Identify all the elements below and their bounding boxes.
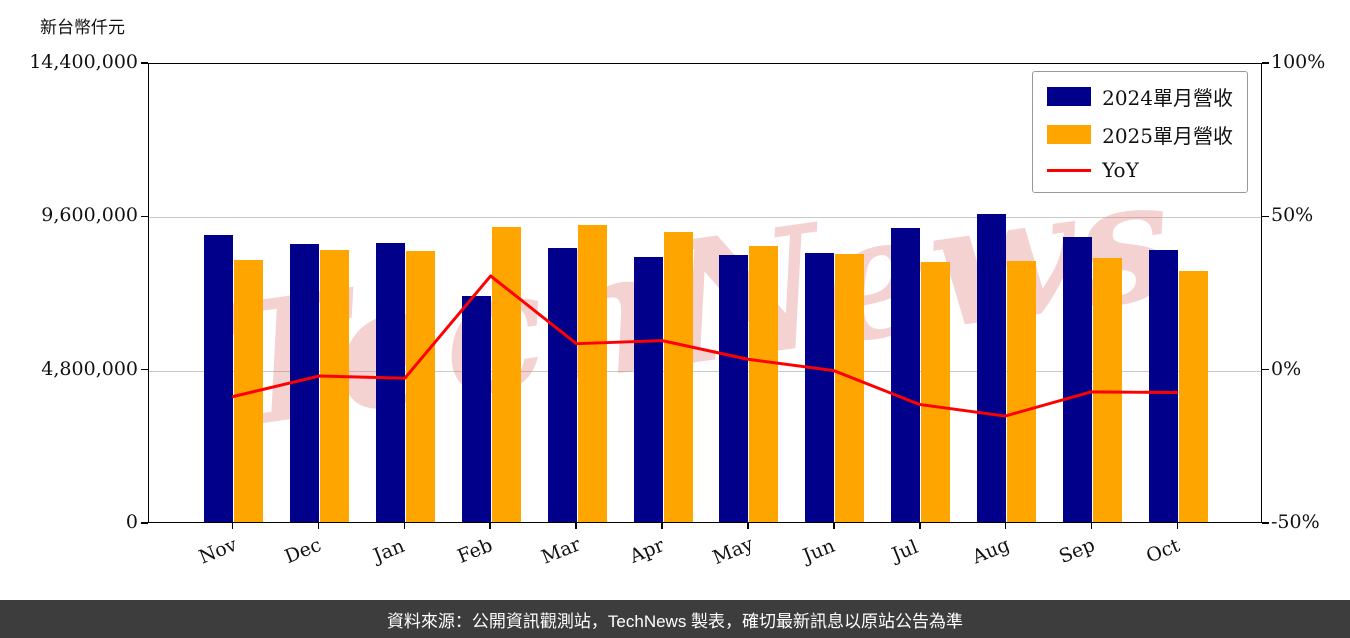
- x-tick-mark: [661, 523, 663, 529]
- legend-item-2025: 2025單月營收: [1047, 120, 1233, 149]
- left-axis-title: 新台幣仟元: [40, 18, 125, 38]
- x-tick-mark: [575, 523, 577, 529]
- bar-2024單月營收: [1063, 237, 1093, 522]
- x-axis-label: Mar: [538, 533, 584, 569]
- yoy-line-layer: [231, 274, 1179, 418]
- y-tick-mark-left: [141, 215, 148, 218]
- x-axis-label: May: [709, 533, 757, 569]
- bar-2025單月營收: [319, 250, 349, 522]
- bar-2024單月營收: [805, 253, 835, 522]
- x-tick-mark: [747, 523, 749, 529]
- bar-2025單月營收: [1093, 258, 1123, 522]
- gridline: [149, 217, 1261, 219]
- y-tick-mark-left: [141, 368, 148, 371]
- y-tick-mark-left: [141, 522, 148, 524]
- bar-2024單月營收: [719, 254, 749, 522]
- footer: 資料來源：公開資訊觀測站，TechNews 製表，確切最新訊息以原站公告為準: [0, 600, 1350, 638]
- x-tick-mark: [231, 523, 234, 529]
- x-axis-label: Aug: [968, 533, 1013, 569]
- x-tick-mark: [403, 523, 406, 529]
- bar-2025單月營收: [663, 231, 693, 522]
- bar-2025單月營收: [491, 227, 521, 522]
- bar-2025單月營收: [405, 251, 435, 522]
- bar-2025單月營收: [921, 261, 951, 522]
- y-tick-mark-right: [1262, 522, 1269, 524]
- legend-item-2024: 2024單月營收: [1047, 82, 1233, 111]
- legend-label-2025: 2025單月營收: [1102, 124, 1233, 148]
- plot-area: TechNews 2024單月營收 2025單月營收 YoY: [148, 63, 1262, 523]
- x-axis-label: Jun: [799, 534, 838, 568]
- bar-2024單月營收: [461, 296, 491, 522]
- x-tick-mark: [317, 523, 320, 529]
- bar-2025單月營收: [1179, 270, 1208, 522]
- x-tick-mark: [489, 523, 491, 529]
- x-axis-label: Jan: [370, 534, 408, 568]
- bar-2024單月營收: [204, 235, 233, 522]
- x-tick-mark: [1090, 523, 1093, 529]
- x-axis-label: Jul: [888, 535, 921, 567]
- y-axis-tick-right: 0%: [1271, 357, 1302, 380]
- bar-2024單月營收: [1149, 250, 1178, 522]
- x-axis-label: Dec: [282, 533, 325, 569]
- legend: 2024單月營收 2025單月營收 YoY: [1032, 71, 1248, 193]
- bar-2024單月營收: [547, 247, 577, 522]
- y-axis-tick-right: 100%: [1271, 51, 1326, 73]
- legend-item-yoy: YoY: [1047, 158, 1233, 182]
- legend-swatch-2024: [1047, 87, 1092, 106]
- x-axis-label: Apr: [626, 534, 668, 568]
- yoy-line: [231, 274, 1179, 418]
- bar-2024單月營收: [891, 228, 921, 522]
- y-axis-tick-left: 4,800,000: [41, 357, 138, 380]
- legend-line-yoy: [1047, 168, 1092, 172]
- bar-2024單月營收: [977, 213, 1007, 522]
- x-tick-mark: [1004, 523, 1007, 529]
- y-tick-mark-right: [1262, 215, 1269, 218]
- legend-swatch-2025: [1047, 125, 1092, 144]
- x-tick-mark: [833, 523, 835, 529]
- y-tick-mark-left: [141, 62, 148, 64]
- y-tick-mark-right: [1262, 368, 1269, 371]
- footer-text: 資料來源：公開資訊觀測站，TechNews 製表，確切最新訊息以原站公告為準: [386, 611, 964, 631]
- x-axis-label: Nov: [195, 533, 240, 569]
- legend-label-2024: 2024單月營收: [1102, 86, 1233, 110]
- bar-2024單月營收: [633, 256, 663, 522]
- bar-2024單月營收: [375, 243, 405, 522]
- legend-label-yoy: YoY: [1102, 158, 1139, 182]
- y-axis-tick-left: 14,400,000: [29, 51, 138, 73]
- y-axis-tick-left: 0: [125, 511, 138, 533]
- y-axis-tick-right: 50%: [1271, 204, 1314, 227]
- bar-2025單月營收: [1007, 261, 1037, 522]
- x-tick-mark: [1176, 523, 1179, 529]
- bar-2025單月營收: [835, 254, 865, 522]
- x-axis-label: Feb: [454, 534, 496, 568]
- y-tick-mark-right: [1262, 62, 1269, 64]
- y-axis-tick-right: -50%: [1271, 511, 1320, 533]
- x-axis-label: Sep: [1055, 533, 1098, 569]
- x-tick-mark: [919, 523, 921, 529]
- x-axis-label: Oct: [1142, 534, 1183, 568]
- bar-2025單月營收: [577, 224, 607, 522]
- y-axis-tick-left: 9,600,000: [41, 204, 138, 227]
- bar-2025單月營收: [749, 246, 779, 522]
- gridline: [149, 370, 1261, 372]
